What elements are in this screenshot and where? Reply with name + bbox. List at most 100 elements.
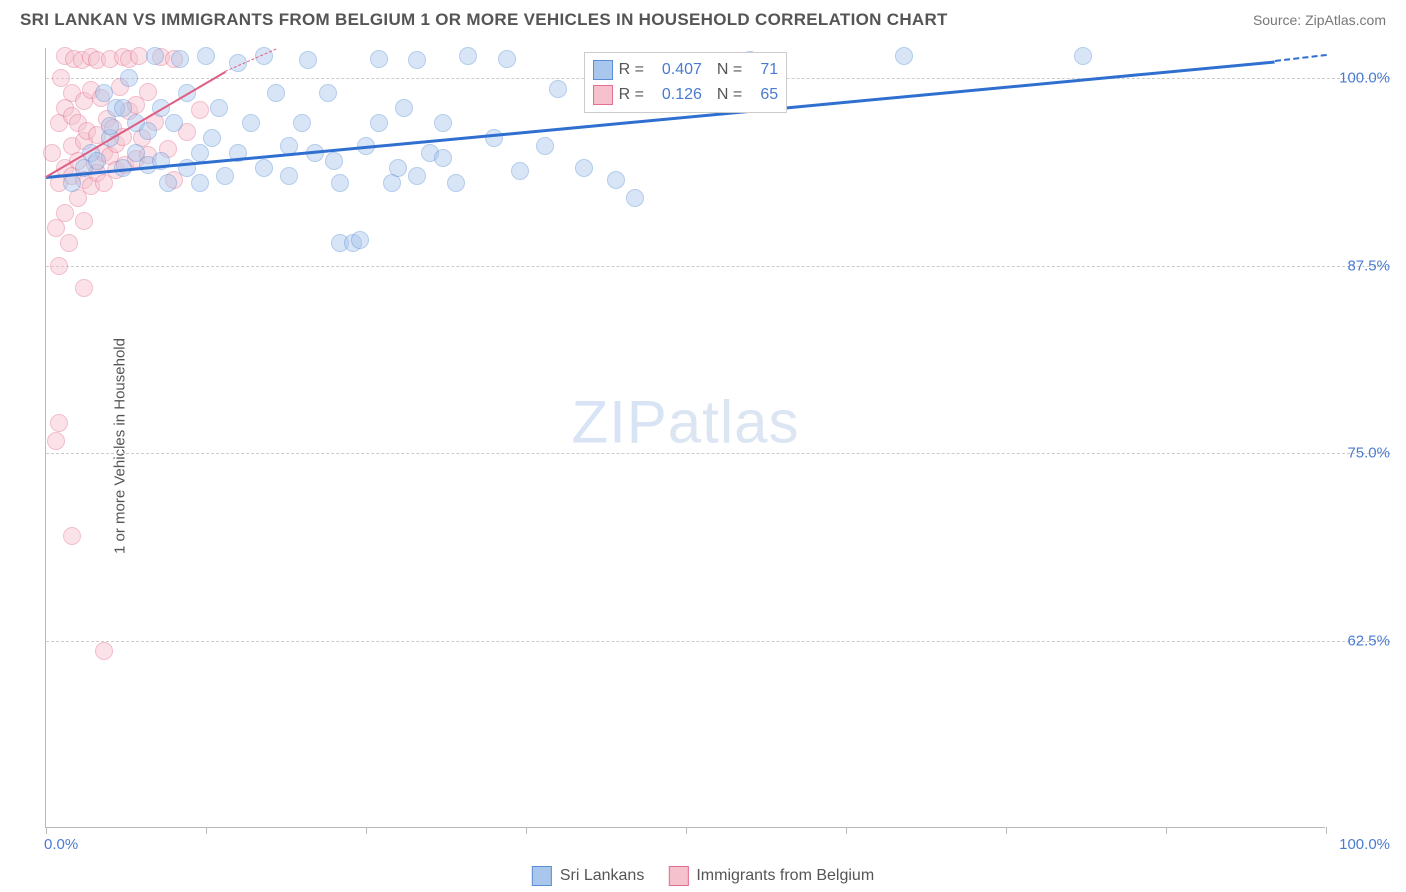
stats-r-value: 0.407 (650, 57, 702, 83)
stats-legend-row: R =0.407 N =71 (593, 57, 779, 83)
data-point (197, 47, 215, 65)
data-point (325, 152, 343, 170)
data-point (319, 84, 337, 102)
data-point (95, 174, 113, 192)
stats-r-value: 0.126 (650, 82, 702, 108)
data-point (536, 137, 554, 155)
y-tick-label: 100.0% (1335, 70, 1390, 87)
data-point (408, 167, 426, 185)
data-point (293, 114, 311, 132)
stats-legend: R =0.407 N =71R =0.126 N =65 (584, 52, 788, 113)
data-point (139, 122, 157, 140)
data-point (120, 69, 138, 87)
data-point (88, 152, 106, 170)
chart-header: SRI LANKAN VS IMMIGRANTS FROM BELGIUM 1 … (0, 0, 1406, 36)
data-point (549, 80, 567, 98)
data-point (56, 204, 74, 222)
stats-n-value: 65 (748, 82, 778, 108)
legend-swatch (593, 85, 613, 105)
data-point (351, 231, 369, 249)
data-point (255, 159, 273, 177)
watermark: ZIPatlas (571, 387, 799, 456)
data-point (299, 51, 317, 69)
stats-r-label: R = (619, 82, 644, 108)
data-point (607, 171, 625, 189)
data-point (575, 159, 593, 177)
data-point (75, 212, 93, 230)
x-tick (1006, 827, 1007, 834)
gridline (46, 453, 1390, 454)
data-point (203, 129, 221, 147)
data-point (95, 642, 113, 660)
data-point (139, 83, 157, 101)
legend-item-belgium: Immigrants from Belgium (668, 866, 874, 886)
data-point (626, 189, 644, 207)
data-point (191, 101, 209, 119)
data-point (434, 114, 452, 132)
legend-item-sri-lankans: Sri Lankans (532, 866, 645, 886)
stats-n-value: 71 (748, 57, 778, 83)
data-point (395, 99, 413, 117)
stats-legend-row: R =0.126 N =65 (593, 82, 779, 108)
legend-bottom: Sri Lankans Immigrants from Belgium (532, 866, 874, 886)
data-point (242, 114, 260, 132)
data-point (485, 129, 503, 147)
data-point (165, 114, 183, 132)
gridline (46, 641, 1390, 642)
legend-swatch-pink (668, 866, 688, 886)
data-point (447, 174, 465, 192)
data-point (191, 174, 209, 192)
data-point (146, 47, 164, 65)
scatter-plot-area: ZIPatlas 62.5%75.0%87.5%100.0%0.0%100.0%… (45, 48, 1325, 828)
data-point (511, 162, 529, 180)
watermark-bold: ZIP (571, 388, 667, 455)
watermark-light: atlas (668, 388, 800, 455)
data-point (216, 167, 234, 185)
gridline (46, 266, 1390, 267)
data-point (895, 47, 913, 65)
data-point (171, 50, 189, 68)
trend-line (1275, 54, 1326, 62)
stats-n-label: N = (708, 82, 742, 108)
data-point (50, 414, 68, 432)
data-point (43, 144, 61, 162)
x-tick (1166, 827, 1167, 834)
data-point (75, 279, 93, 297)
data-point (408, 51, 426, 69)
data-point (267, 84, 285, 102)
x-tick (686, 827, 687, 834)
data-point (159, 174, 177, 192)
data-point (459, 47, 477, 65)
data-point (370, 114, 388, 132)
legend-label-0: Sri Lankans (560, 867, 645, 885)
x-tick (206, 827, 207, 834)
x-tick (846, 827, 847, 834)
data-point (101, 117, 119, 135)
legend-swatch (593, 60, 613, 80)
data-point (498, 50, 516, 68)
data-point (47, 432, 65, 450)
x-tick (1326, 827, 1327, 834)
y-tick-label: 75.0% (1335, 445, 1390, 462)
x-tick (526, 827, 527, 834)
data-point (210, 99, 228, 117)
data-point (60, 234, 78, 252)
data-point (63, 527, 81, 545)
y-tick-label: 87.5% (1335, 257, 1390, 274)
source-attribution: Source: ZipAtlas.com (1253, 12, 1386, 28)
data-point (434, 149, 452, 167)
x-tick-label-left: 0.0% (44, 836, 78, 853)
legend-swatch-blue (532, 866, 552, 886)
legend-label-1: Immigrants from Belgium (696, 867, 874, 885)
x-tick (46, 827, 47, 834)
data-point (114, 99, 132, 117)
data-point (191, 144, 209, 162)
data-point (389, 159, 407, 177)
data-point (95, 84, 113, 102)
data-point (50, 257, 68, 275)
data-point (370, 50, 388, 68)
y-tick-label: 62.5% (1335, 632, 1390, 649)
stats-r-label: R = (619, 57, 644, 83)
chart-title: SRI LANKAN VS IMMIGRANTS FROM BELGIUM 1 … (20, 10, 948, 30)
stats-n-label: N = (708, 57, 742, 83)
